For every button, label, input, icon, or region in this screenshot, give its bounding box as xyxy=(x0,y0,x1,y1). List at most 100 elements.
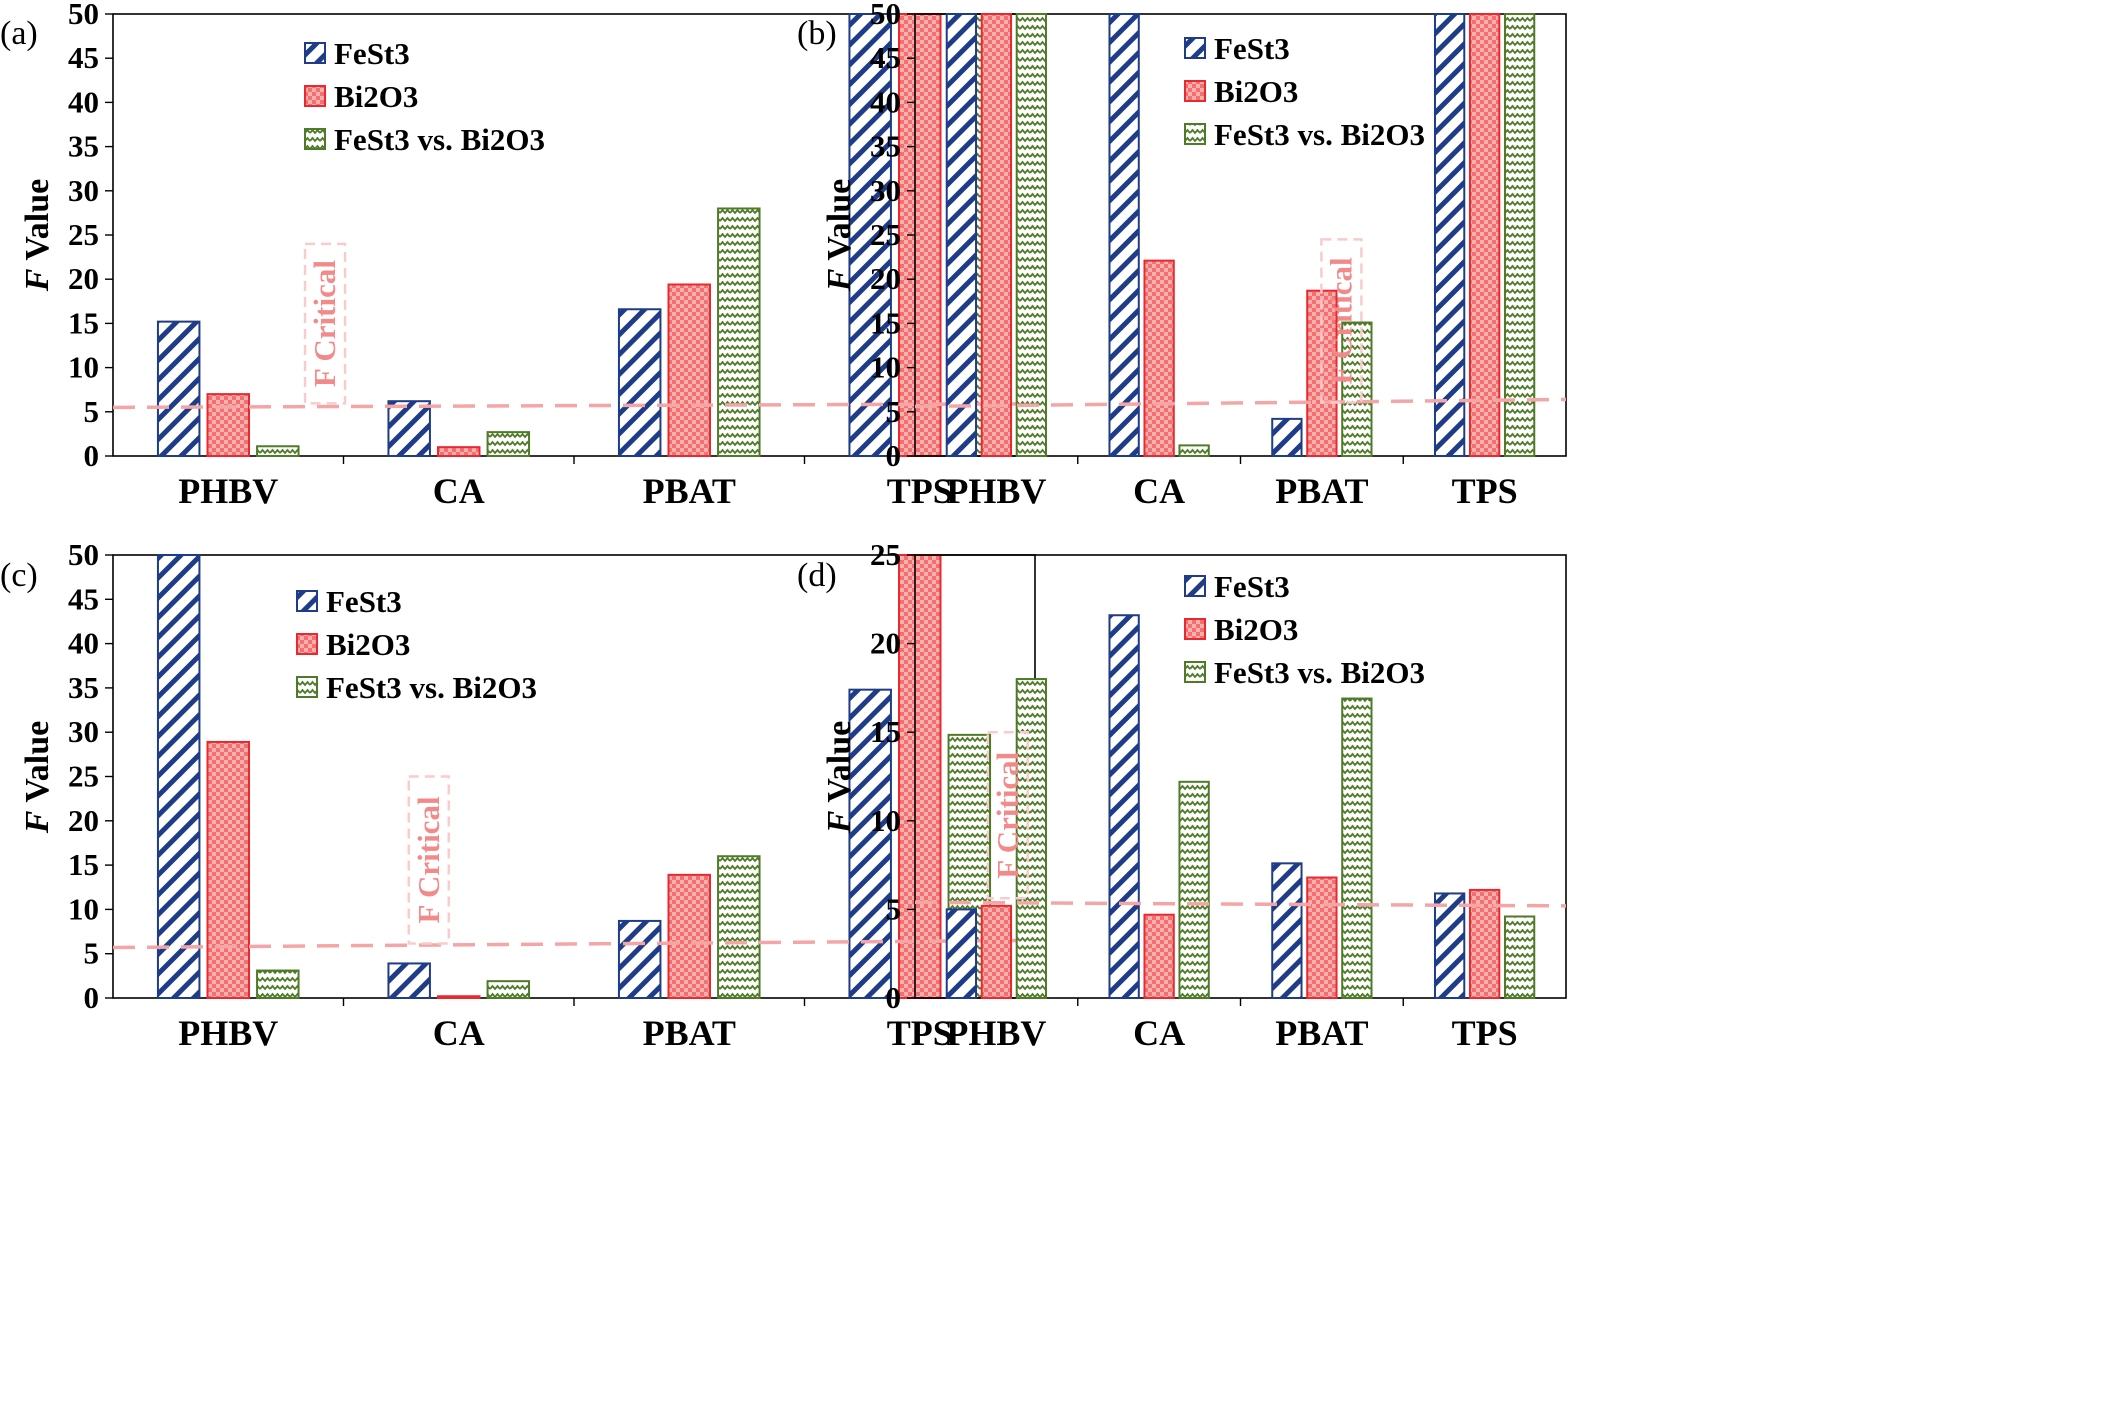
bar-fest3-tps xyxy=(848,13,892,457)
legend-swatch-1 xyxy=(304,42,326,64)
y-tick-label: 25 xyxy=(68,217,99,252)
f-critical-line xyxy=(112,938,1036,950)
y-tick-label: 45 xyxy=(68,581,99,616)
f-critical-box xyxy=(303,242,347,405)
legend-swatch-3 xyxy=(1184,661,1206,683)
y-axis-label: F Value xyxy=(19,721,56,834)
y-tick-label: 20 xyxy=(68,261,99,296)
category-label-ca: CA xyxy=(433,1013,485,1053)
legend-label-3: FeSt3 vs. Bi2O3 xyxy=(326,670,537,705)
category-label-pbat: PBAT xyxy=(1275,471,1368,511)
bar-bi2o3-tps xyxy=(898,13,942,457)
bar-bi2o3-ca xyxy=(437,995,481,1000)
y-tick-label: 10 xyxy=(870,350,901,385)
bar-fest3-phbv xyxy=(156,554,201,999)
bar-bi2o3-tps xyxy=(898,554,942,999)
y-tick-label: 15 xyxy=(870,305,901,340)
bar-bi2o3-ca xyxy=(437,446,481,458)
chart-panel-b: 0 5 10 15 20 25 30 35 40 45 50 PHBV CA PBAT TPS F Criti… xyxy=(797,0,1567,511)
bar-bi2o3-phbv xyxy=(206,393,250,457)
bar-fest3-vs-bi2o3-pbat xyxy=(1341,321,1373,457)
y-tick-label: 35 xyxy=(68,129,99,164)
y-tick-label: 15 xyxy=(68,305,99,340)
f-critical-line xyxy=(914,900,1567,908)
category-label-tps: TPS xyxy=(1452,1013,1518,1053)
y-tick-label: 5 xyxy=(84,936,100,971)
category-label-pbat: PBAT xyxy=(643,1013,736,1053)
f-critical-label: F Critical xyxy=(990,751,1025,878)
bar-fest3-pbat xyxy=(1271,862,1303,999)
y-tick-label: 5 xyxy=(886,891,902,926)
category-label-pbat: PBAT xyxy=(643,471,736,511)
bar-bi2o3-phbv xyxy=(206,740,250,999)
legend-swatch-3 xyxy=(296,676,318,698)
legend-swatch-1 xyxy=(1184,37,1206,59)
y-tick-label: 10 xyxy=(870,803,901,838)
bar-fest3-phbv xyxy=(156,320,201,457)
y-tick-label: 30 xyxy=(68,714,99,749)
y-tick-label: 15 xyxy=(870,714,901,749)
panel-label: (c) xyxy=(0,557,38,594)
bar-bi2o3-ca xyxy=(1143,913,1175,999)
legend-label-1: FeSt3 xyxy=(1214,31,1290,66)
bar-fest3-vs-bi2o3-phbv xyxy=(256,969,300,999)
y-tick-label: 0 xyxy=(886,438,902,473)
f-critical-box xyxy=(986,730,1030,900)
legend-swatch-2 xyxy=(1184,618,1206,640)
legend-swatch-1 xyxy=(1184,575,1206,597)
f-critical-line xyxy=(914,397,1567,409)
bar-fest3-ca xyxy=(1108,614,1140,999)
y-tick-label: 25 xyxy=(870,537,901,572)
y-tick-label: 10 xyxy=(68,891,99,926)
y-tick-label: 45 xyxy=(870,40,901,75)
bar-fest3-ca xyxy=(387,962,431,999)
y-tick-label: 40 xyxy=(870,84,901,119)
f-critical-line xyxy=(112,402,1036,410)
bar-fest3-vs-bi2o3-ca xyxy=(486,980,531,1000)
y-tick-label: 30 xyxy=(870,173,901,208)
y-tick-label: 30 xyxy=(68,173,99,208)
legend-label-2: Bi2O3 xyxy=(1214,74,1298,109)
f-critical-label: F Critical xyxy=(307,260,342,387)
y-tick-label: 20 xyxy=(870,261,901,296)
bar-fest3-vs-bi2o3-ca xyxy=(486,431,531,457)
legend-swatch-3 xyxy=(304,128,326,150)
y-axis-label: F Value xyxy=(821,179,858,292)
y-tick-label: 0 xyxy=(84,438,100,473)
bar-fest3-phbv xyxy=(945,908,978,1000)
y-tick-label: 40 xyxy=(68,84,99,119)
bar-fest3-vs-bi2o3-ca xyxy=(1178,780,1210,999)
y-tick-label: 50 xyxy=(870,0,901,31)
y-axis-label: F Value xyxy=(821,721,858,834)
category-label-phbv: PHBV xyxy=(946,1013,1046,1053)
y-tick-label: 35 xyxy=(870,129,901,164)
legend-label-2: Bi2O3 xyxy=(1214,612,1298,647)
y-tick-label: 10 xyxy=(68,350,99,385)
y-tick-label: 35 xyxy=(68,670,99,705)
bar-fest3-tps xyxy=(1433,13,1466,457)
bar-bi2o3-tps xyxy=(1468,13,1501,457)
bar-fest3-vs-bi2o3-tps xyxy=(1503,13,1536,457)
bar-fest3-phbv xyxy=(945,13,978,457)
category-label-tps: TPS xyxy=(887,471,953,511)
bar-fest3-vs-bi2o3-ca xyxy=(1178,444,1210,457)
legend-label-3: FeSt3 vs. Bi2O3 xyxy=(1214,117,1425,152)
legend-label-1: FeSt3 xyxy=(326,584,402,619)
panel-label: (b) xyxy=(797,15,837,52)
y-tick-label: 40 xyxy=(68,626,99,661)
bar-fest3-pbat xyxy=(617,919,662,1000)
y-tick-label: 25 xyxy=(870,217,901,252)
bar-fest3-ca xyxy=(387,400,431,457)
bar-bi2o3-pbat xyxy=(667,873,711,1000)
bar-bi2o3-pbat xyxy=(667,283,711,457)
bar-fest3-tps xyxy=(848,688,892,999)
y-tick-label: 50 xyxy=(68,537,99,572)
f-critical-box xyxy=(1320,238,1363,404)
y-tick-label: 20 xyxy=(870,626,901,661)
y-tick-label: 25 xyxy=(68,759,99,794)
category-label-phbv: PHBV xyxy=(178,471,278,511)
y-axis-label: F Value xyxy=(19,179,56,292)
y-tick-label: 20 xyxy=(68,803,99,838)
